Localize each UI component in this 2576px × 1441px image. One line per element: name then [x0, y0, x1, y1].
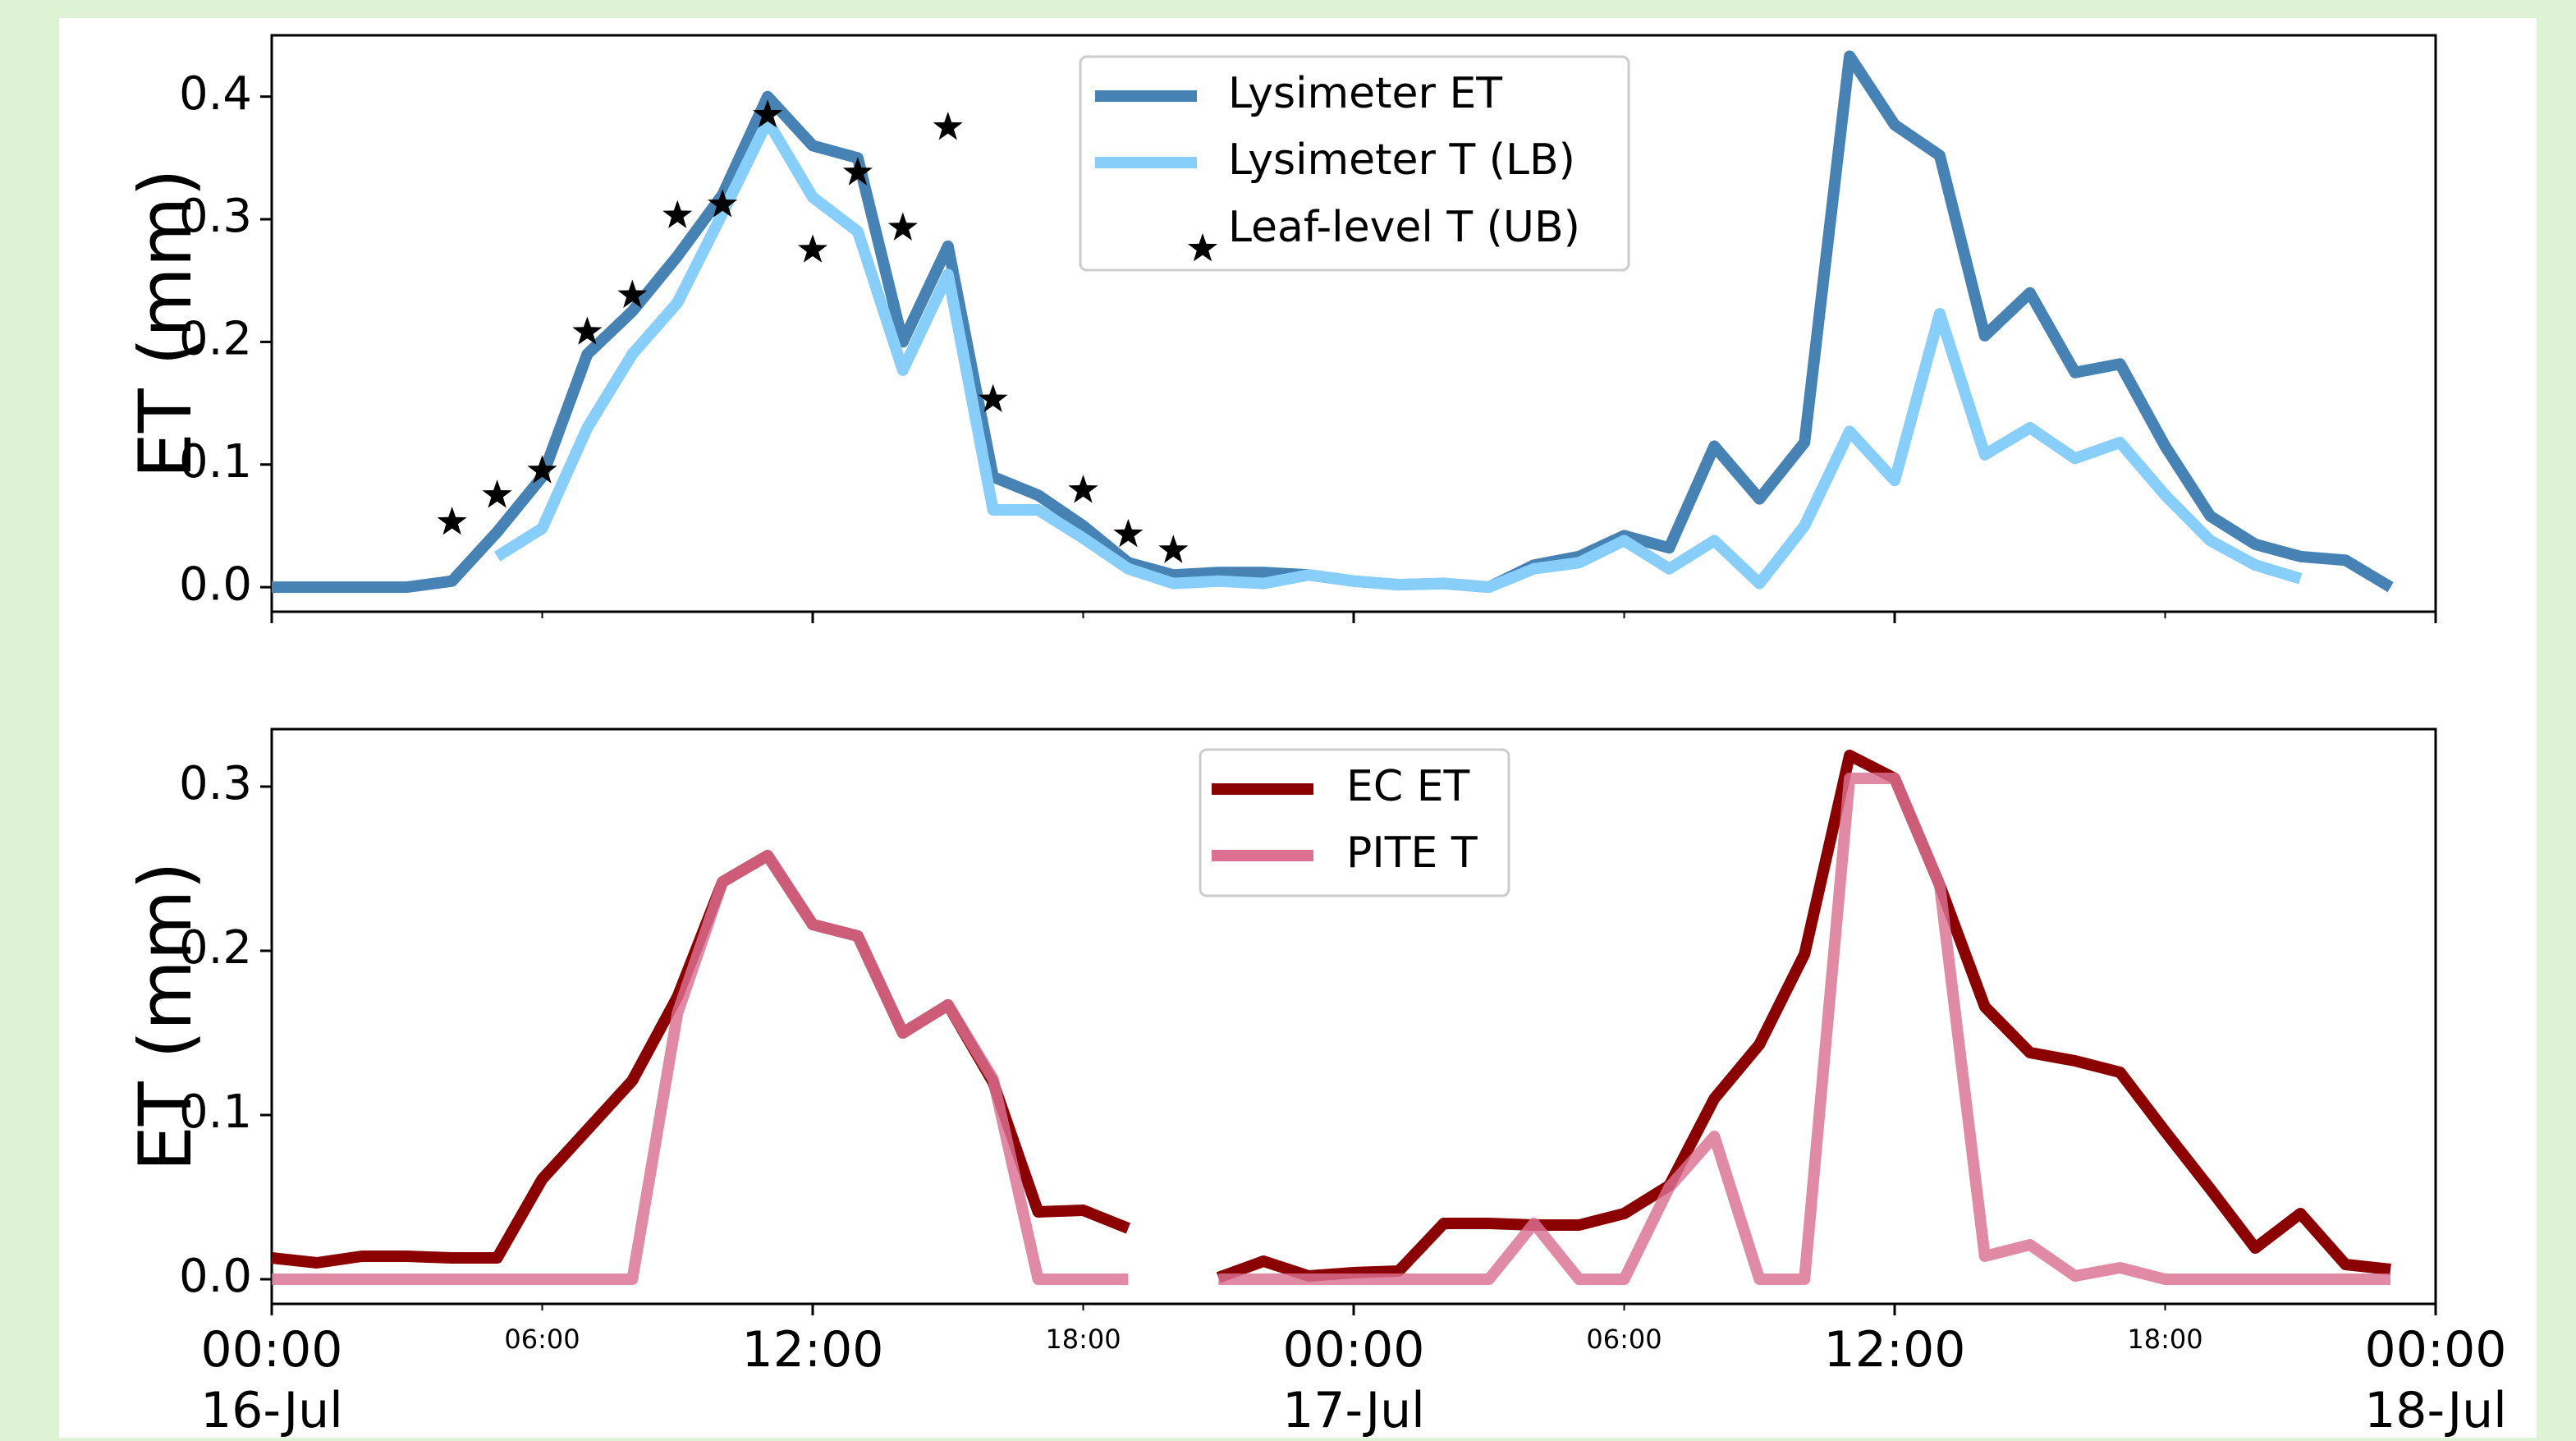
x-tick-label-date: 17-Jul	[1282, 1382, 1425, 1438]
series-line-pite-t	[272, 773, 2391, 1285]
legend-swatch-leaf-level-star	[1187, 233, 1218, 262]
top-y-ticks: 0.0 0.1 0.2 0.3 0.4	[179, 67, 272, 611]
x-minor-tick-label: 06:00	[504, 1324, 580, 1355]
legend-label-lysimeter-t: Lysimeter T (LB)	[1228, 135, 1575, 185]
legend-label-leaf-level-t: Leaf-level T (UB)	[1228, 203, 1580, 252]
leaf-level-star-marker	[1158, 535, 1189, 563]
leaf-level-star-marker	[1113, 518, 1144, 548]
leaf-level-star-marker	[842, 157, 873, 186]
chart-svg: 0.0 0.1 0.2 0.3 0.4 ET (mm) Lysimeter ET Lys…	[123, 34, 2507, 1439]
x-tick-label-time: 12:00	[1824, 1321, 1966, 1379]
leaf-level-star-marker	[797, 234, 828, 263]
x-minor-tick-label: 18:00	[2127, 1324, 2202, 1355]
bottom-y-axis-label: ET (mm)	[123, 861, 208, 1171]
legend-label-pite-t: PITE T	[1346, 828, 1478, 878]
x-tick-label-time: 00:00	[2365, 1321, 2507, 1379]
top-y-tick-label: 0.0	[179, 558, 252, 611]
series-line-lysimeter-t-lb	[493, 115, 2303, 594]
x-tick-label-date: 18-Jul	[2364, 1382, 2507, 1438]
leaf-level-star-marker	[887, 212, 918, 241]
bottom-y-tick-label: 0.1	[179, 1085, 252, 1139]
leaf-level-star-marker	[527, 455, 557, 484]
figure-canvas: 0.0 0.1 0.2 0.3 0.4 ET (mm) Lysimeter ET Lys…	[59, 18, 2537, 1439]
top-y-axis-label: ET (mm)	[123, 168, 208, 478]
leaf-level-star-marker	[572, 316, 603, 345]
x-minor-tick-label: 06:00	[1586, 1324, 1662, 1355]
x-minor-tick-label: 18:00	[1045, 1324, 1121, 1355]
leaf-level-star-marker	[617, 279, 648, 308]
leaf-level-star-marker	[708, 189, 738, 218]
top-x-ticks	[270, 612, 2437, 623]
x-tick-label-time: 00:00	[201, 1321, 343, 1379]
top-legend: Lysimeter ET Lysimeter T (LB) Leaf-level…	[1079, 55, 1630, 272]
bottom-y-tick-label: 0.2	[179, 921, 252, 975]
leaf-level-star-marker	[482, 480, 512, 508]
bottom-y-tick-label: 0.0	[179, 1250, 252, 1303]
top-panel: 0.0 0.1 0.2 0.3 0.4 ET (mm) Lysimeter ET Lys…	[123, 34, 2437, 623]
legend-label-lysimeter-et: Lysimeter ET	[1228, 69, 1502, 118]
leaf-level-star-marker	[1068, 475, 1098, 503]
top-y-tick-label: 0.4	[179, 67, 252, 121]
leaf-level-star-marker	[933, 112, 963, 140]
leaf-level-star-marker	[662, 200, 693, 228]
legend-label-ec-et: EC ET	[1346, 762, 1470, 811]
bottom-series-group	[271, 750, 2391, 1285]
leaf-level-star-marker	[978, 383, 1008, 412]
top-y-tick-label: 0.2	[179, 313, 252, 366]
top-legend-box	[1079, 55, 1630, 272]
leaf-level-star-marker	[753, 99, 783, 128]
bottom-y-ticks: 0.0 0.1 0.2 0.3	[179, 757, 272, 1303]
leaf-level-star-marker	[437, 507, 467, 535]
x-tick-label-date: 16-Jul	[200, 1382, 343, 1438]
bottom-y-tick-label: 0.3	[179, 757, 252, 810]
top-y-tick-label: 0.3	[179, 190, 252, 243]
top-y-tick-label: 0.1	[179, 435, 252, 489]
x-tick-label-time: 12:00	[742, 1321, 884, 1379]
x-tick-label-time: 00:00	[1283, 1321, 1425, 1379]
top-series-group	[272, 50, 2394, 594]
bottom-legend: EC ET PITE T	[1199, 748, 1510, 897]
